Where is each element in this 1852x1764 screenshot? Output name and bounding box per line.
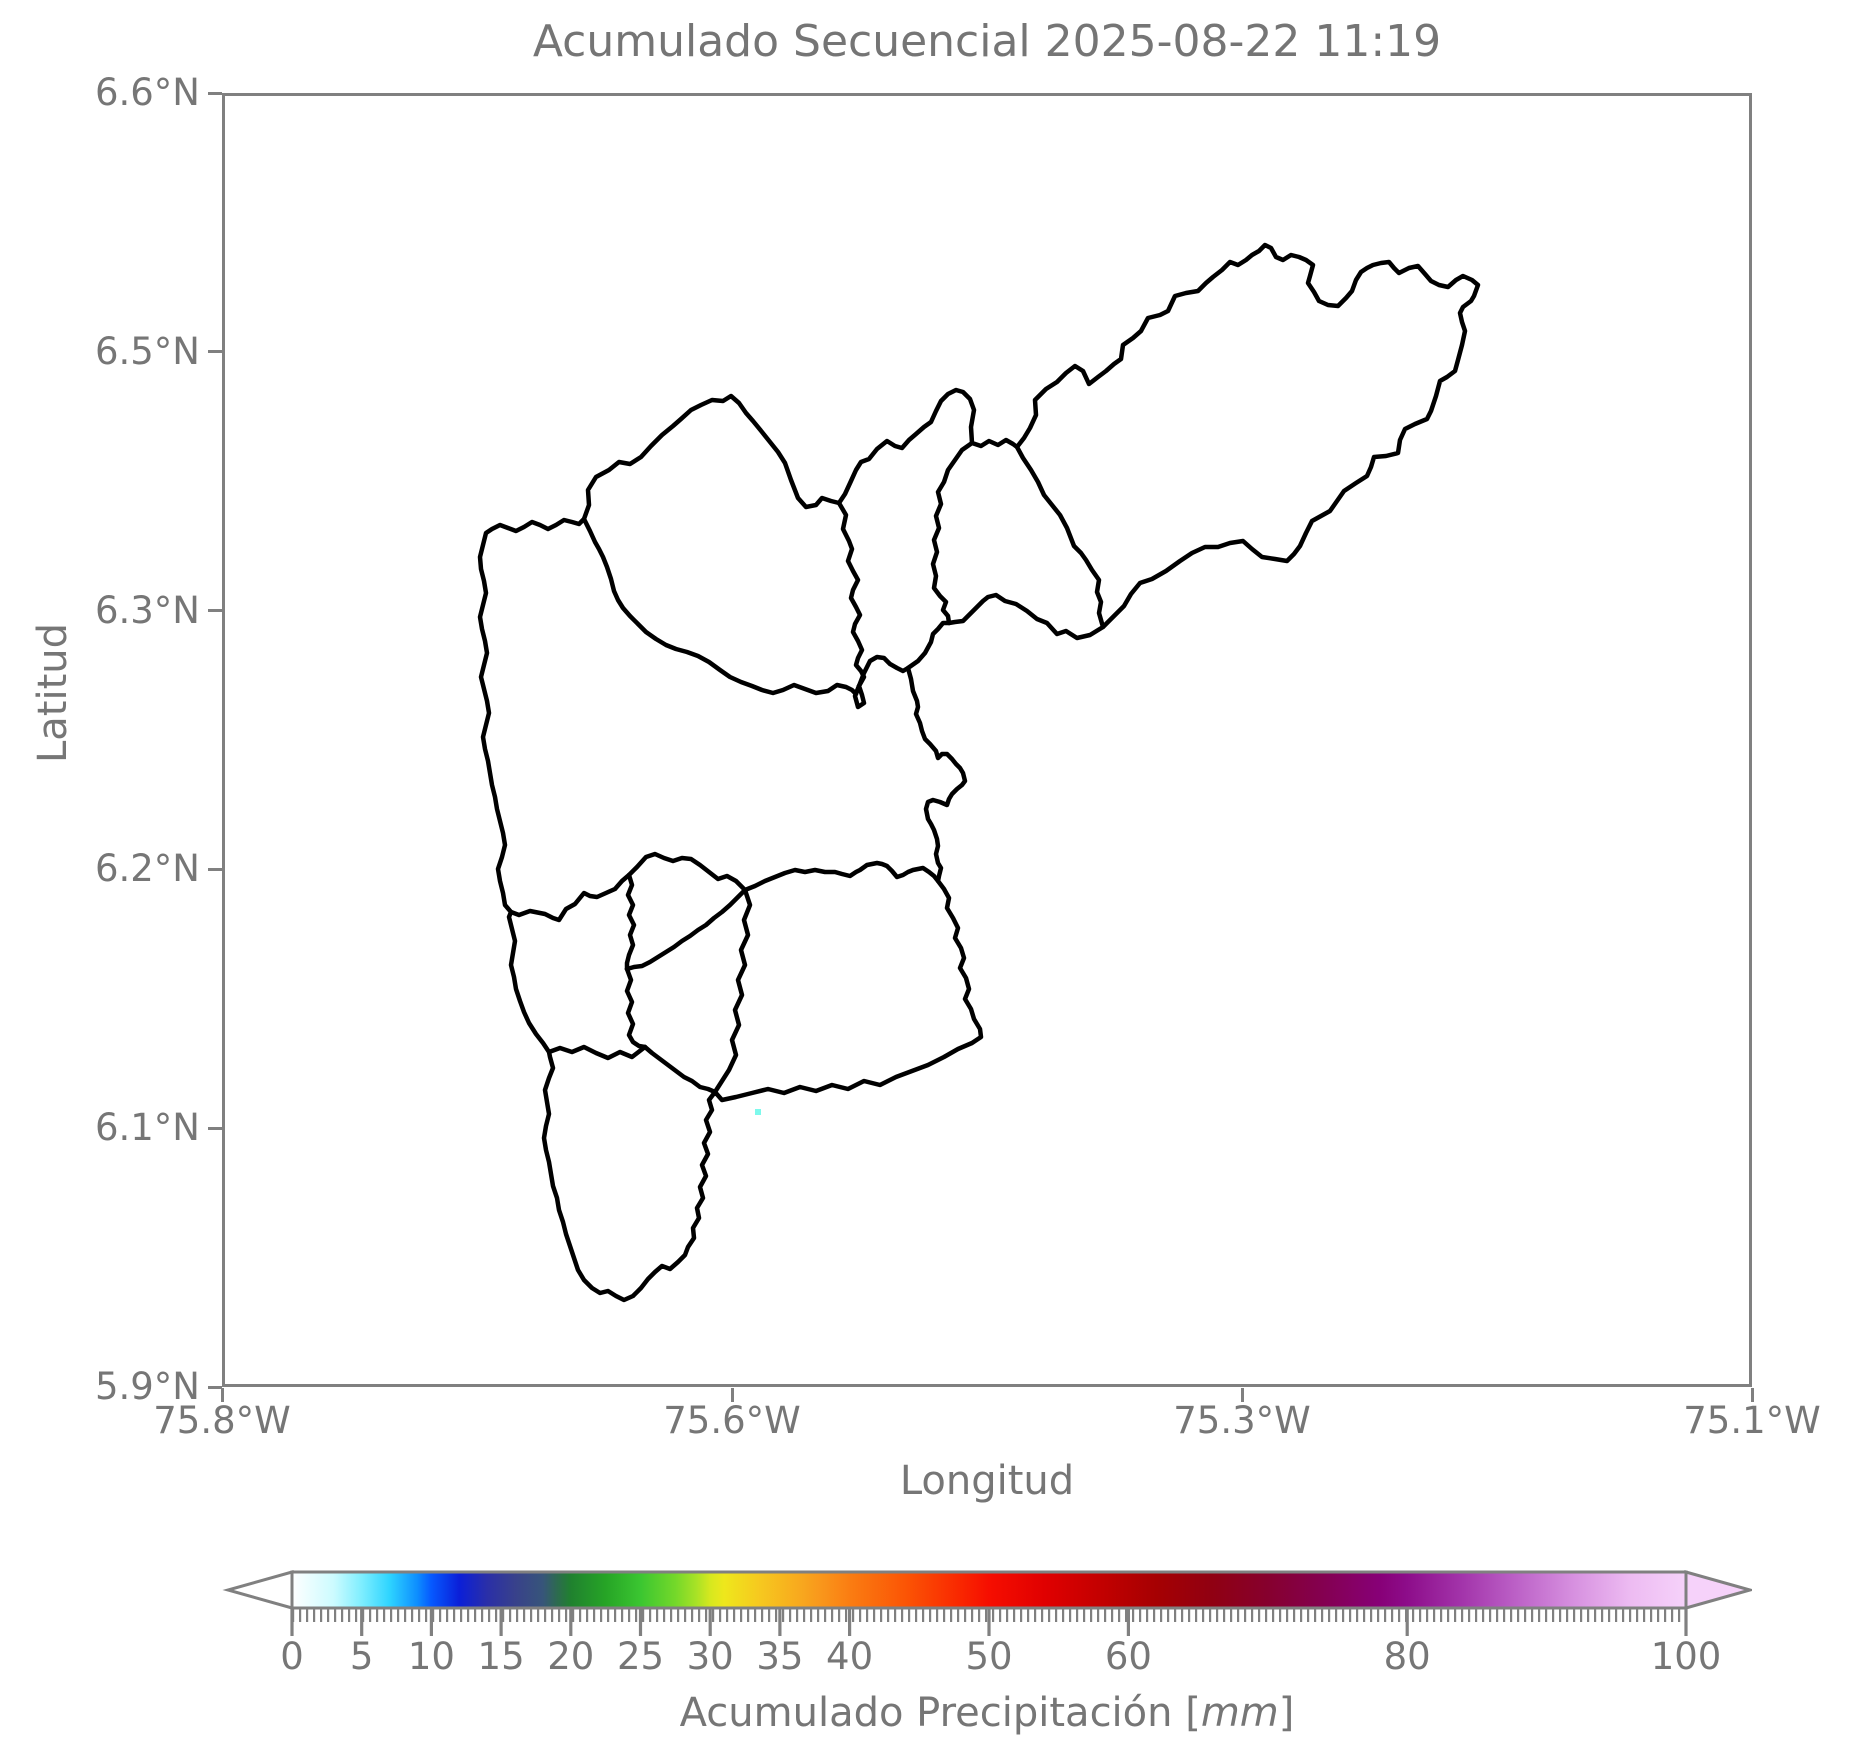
boundary-caldas-north	[546, 1044, 648, 1061]
x-axis-label: Longitud	[899, 1458, 1075, 1504]
colorbar-label-unit: mm	[1200, 1690, 1279, 1736]
x-tick-mark	[1240, 1388, 1244, 1402]
y-tick-mark	[208, 91, 222, 95]
colorbar-tick-label: 15	[477, 1635, 525, 1678]
y-tick-mark	[208, 609, 222, 613]
boundary-itagui-north	[626, 851, 748, 893]
colorbar	[222, 1570, 1752, 1636]
x-tick-mark	[730, 1388, 734, 1402]
colorbar-gradient	[290, 1570, 1688, 1610]
y-tick-label: 6.3°N	[94, 589, 200, 632]
boundary-copacabana-south	[856, 654, 911, 689]
y-tick-mark	[208, 1126, 222, 1130]
y-tick-mark	[208, 867, 222, 871]
boundary-itagui-south	[624, 887, 748, 972]
colorbar-major-ticks	[290, 1609, 1688, 1636]
x-tick-label: 75.1°W	[1683, 1399, 1821, 1442]
x-tick-label: 75.8°W	[153, 1399, 291, 1442]
colorbar-tick-label: 25	[616, 1635, 665, 1678]
y-axis-label: Latitud	[30, 622, 76, 763]
y-tick-label: 6.6°N	[94, 71, 200, 114]
colorbar-tick-label: 0	[280, 1635, 304, 1678]
boundary-sabaneta-south	[642, 1044, 718, 1095]
colorbar-tick-label: 20	[547, 1635, 595, 1678]
boundary-girardota-east	[1014, 444, 1106, 630]
colorbar-tick-label: 80	[1383, 1635, 1431, 1678]
colorbar-tick-label: 60	[1104, 1635, 1152, 1678]
colorbar-tick-label: 5	[349, 1635, 374, 1678]
y-tick-label: 6.1°N	[94, 1106, 200, 1149]
colorbar-label-suffix: ]	[1278, 1690, 1295, 1736]
x-tick-label: 75.6°W	[663, 1399, 801, 1442]
colorbar-label-prefix: Acumulado Precipitación [	[679, 1690, 1201, 1736]
y-tick-label: 5.9°N	[94, 1365, 200, 1408]
precipitation-marker	[755, 1109, 761, 1115]
colorbar-label: Acumulado Precipitación [mm]	[222, 1690, 1752, 1736]
municipality-boundaries	[477, 242, 1481, 1303]
x-tick-mark	[1750, 1388, 1754, 1402]
boundary-bello-south	[581, 516, 862, 697]
boundary-envigado-north	[742, 860, 941, 893]
colorbar-tick-label: 10	[407, 1635, 455, 1678]
boundary-notch	[852, 683, 867, 710]
colorbar-tick-label: 40	[826, 1635, 874, 1678]
boundary-south-cluster-nw	[508, 872, 632, 923]
y-tick-label: 6.2°N	[94, 847, 200, 890]
colorbar-under-arrow	[222, 1570, 294, 1610]
boundary-copacabana-east	[930, 440, 975, 626]
x-tick-label: 75.3°W	[1173, 1399, 1311, 1442]
colorbar-tick-label: 30	[686, 1635, 734, 1678]
colorbar-tick-label: 100	[1650, 1635, 1722, 1678]
boundary-bello-east	[836, 500, 867, 689]
y-tick-mark	[208, 350, 222, 354]
y-tick-label: 6.5°N	[94, 330, 200, 373]
colorbar-tick-label: 35	[756, 1635, 804, 1678]
boundary-envigado-west	[712, 887, 753, 1095]
municipality-boundaries-svg	[477, 242, 1481, 1303]
colorbar-over-arrow	[1684, 1570, 1752, 1610]
x-tick-mark	[220, 1388, 224, 1402]
map-plot	[222, 93, 1752, 1387]
outer-boundary	[477, 242, 1481, 1303]
y-tick-mark	[208, 1385, 222, 1389]
boundary-itagui-west	[624, 872, 637, 972]
boundary-sabaneta-west	[624, 966, 648, 1050]
page-title: Acumulado Secuencial 2025-08-22 11:19	[532, 16, 1442, 67]
colorbar-tick-label: 50	[965, 1635, 1013, 1678]
